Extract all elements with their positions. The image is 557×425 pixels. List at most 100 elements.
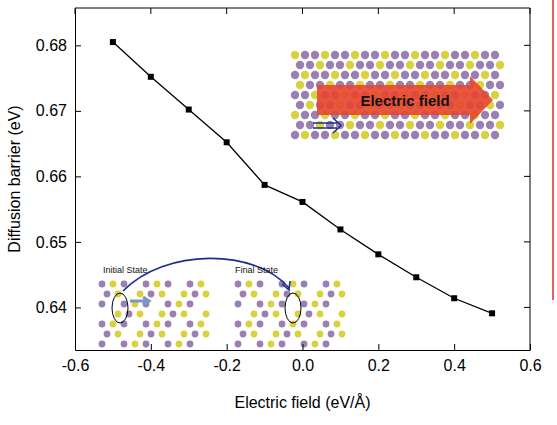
atom	[496, 61, 504, 69]
atom	[446, 61, 454, 69]
x-tick-mark	[227, 344, 228, 350]
atom	[306, 61, 314, 69]
atom	[198, 321, 205, 328]
marker	[489, 310, 495, 316]
atom	[115, 331, 122, 338]
inset	[99, 51, 505, 348]
hop-arrow	[123, 258, 289, 291]
atom	[486, 81, 494, 89]
atom	[137, 311, 144, 318]
marker	[148, 74, 154, 80]
atom	[296, 81, 304, 89]
y-tick-mark	[524, 45, 530, 46]
atom	[148, 291, 155, 298]
marker	[262, 182, 268, 188]
atom	[279, 301, 286, 308]
x-axis-line	[76, 350, 531, 351]
atom	[356, 121, 364, 129]
atom	[121, 281, 128, 288]
atom	[104, 291, 111, 298]
atom	[336, 61, 344, 69]
atom	[154, 281, 161, 288]
atom	[421, 131, 429, 139]
atom	[331, 51, 339, 59]
x-tick-mark	[75, 8, 76, 14]
atom	[323, 321, 330, 328]
x-tick: 0.6	[519, 344, 541, 374]
line	[113, 42, 492, 313]
atom	[471, 131, 479, 139]
atom	[187, 321, 194, 328]
atom	[296, 121, 304, 129]
atom	[317, 311, 324, 318]
atom	[351, 71, 359, 79]
atom	[115, 311, 122, 318]
atom	[284, 331, 291, 338]
y-tick-mark	[524, 241, 530, 242]
atom	[321, 51, 329, 59]
atom	[273, 291, 280, 298]
atom	[251, 331, 258, 338]
atom	[466, 61, 474, 69]
atom	[159, 311, 166, 318]
atom	[456, 121, 464, 129]
annotation: Initial State	[103, 265, 148, 275]
atom	[240, 331, 247, 338]
marker	[375, 251, 381, 257]
field-arrow	[317, 76, 493, 124]
atom	[301, 301, 308, 308]
atom	[486, 61, 494, 69]
atom	[301, 281, 308, 288]
atom	[99, 341, 106, 348]
atom	[301, 91, 309, 99]
atom	[165, 281, 172, 288]
atom	[406, 61, 414, 69]
y-tick-mark	[75, 242, 81, 243]
atom	[291, 131, 299, 139]
atom	[165, 301, 172, 308]
atom	[451, 51, 459, 59]
atom	[296, 61, 304, 69]
atom	[416, 61, 424, 69]
atom	[481, 111, 489, 119]
x-tick-mark	[303, 344, 304, 350]
atom	[235, 321, 242, 328]
atom	[491, 71, 499, 79]
atom	[328, 331, 335, 338]
x-tick-label: 0.0	[292, 357, 314, 374]
atom	[99, 301, 106, 308]
atom	[257, 341, 264, 348]
atom	[339, 311, 346, 318]
atom	[471, 51, 479, 59]
atom	[296, 101, 304, 109]
move-arrow	[313, 118, 341, 133]
atom	[486, 121, 494, 129]
atom	[339, 291, 346, 298]
y-tick-label: 0.67	[36, 102, 67, 119]
atom	[416, 121, 424, 129]
atom	[176, 341, 183, 348]
atom	[331, 71, 339, 79]
y-tick-mark	[524, 110, 530, 111]
atom	[143, 321, 150, 328]
atom	[411, 131, 419, 139]
atom	[323, 301, 330, 308]
atom	[361, 71, 369, 79]
atom	[366, 61, 374, 69]
atom	[481, 131, 489, 139]
atom	[401, 71, 409, 79]
x-tick-mark	[150, 8, 151, 14]
y-tick-mark	[75, 111, 81, 112]
atom	[426, 61, 434, 69]
atom	[181, 291, 188, 298]
atom	[491, 131, 499, 139]
atom	[339, 331, 346, 338]
atom	[306, 81, 314, 89]
marker	[186, 107, 192, 113]
plot: -0.6-0.4-0.20.00.20.40.60.640.650.660.67…	[36, 8, 542, 374]
atom	[441, 71, 449, 79]
atom	[371, 51, 379, 59]
atom	[328, 291, 335, 298]
atom	[411, 71, 419, 79]
atom	[461, 51, 469, 59]
